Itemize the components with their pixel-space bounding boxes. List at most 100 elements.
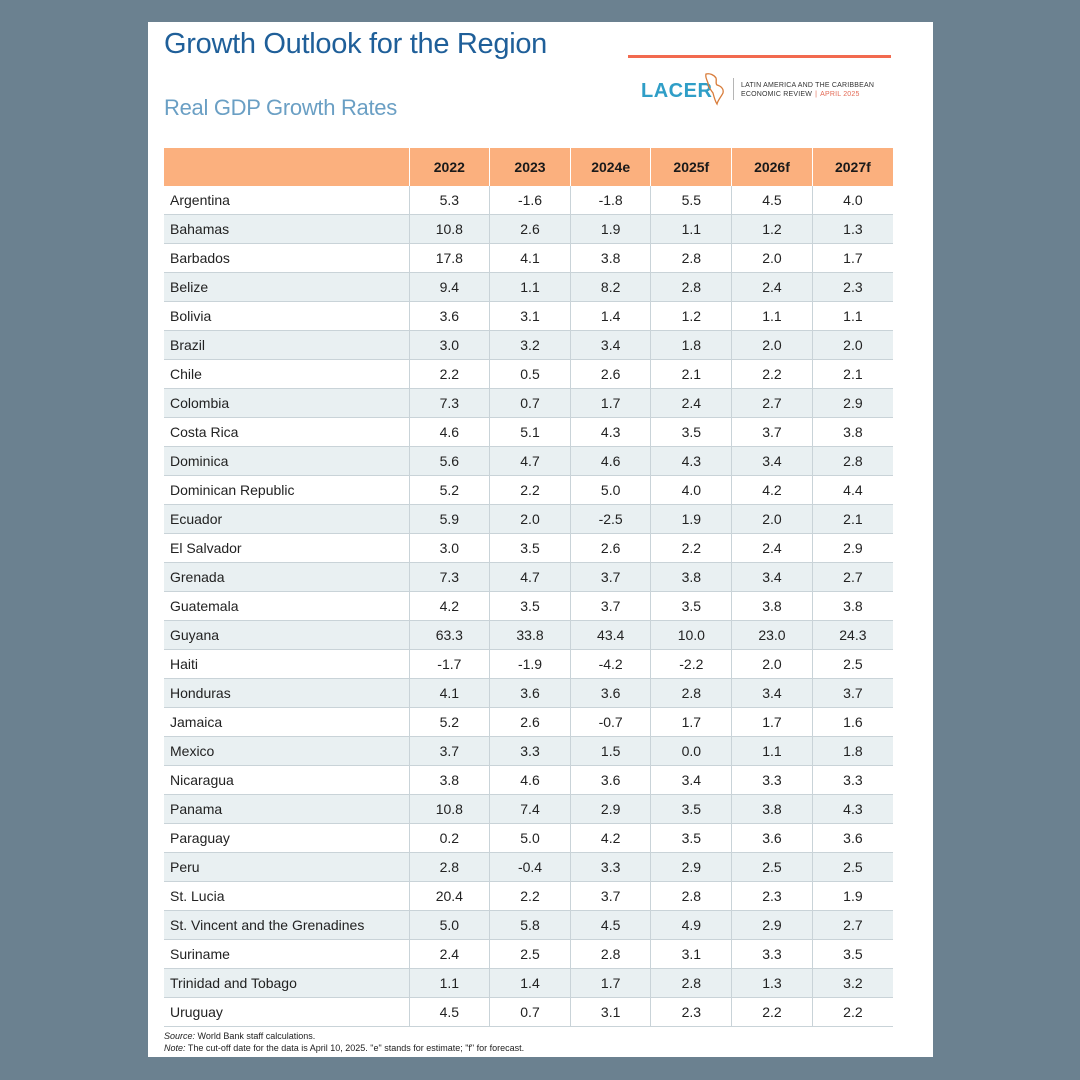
americas-map-icon — [705, 73, 724, 106]
growth-value-cell: 43.4 — [569, 620, 651, 650]
growth-value-cell: 4.3 — [569, 417, 651, 447]
country-cell: Honduras — [164, 678, 410, 708]
growth-value-cell: 2.2 — [489, 475, 571, 505]
growth-value-cell: 0.5 — [489, 359, 571, 389]
table-row: Grenada 7.3 4.7 3.7 3.8 3.4 2.7 — [164, 562, 893, 592]
growth-value-cell: 2.4 — [408, 939, 490, 969]
growth-value-cell: 10.8 — [408, 794, 490, 824]
growth-value-cell: 5.0 — [489, 823, 571, 853]
header-cell-2026f: 2026f — [731, 148, 813, 186]
growth-value-cell: 3.6 — [811, 823, 893, 853]
growth-value-cell: 7.4 — [489, 794, 571, 824]
growth-value-cell: 3.6 — [731, 823, 813, 853]
table-row: Paraguay 0.2 5.0 4.2 3.5 3.6 3.6 — [164, 823, 893, 853]
growth-value-cell: 1.8 — [650, 330, 732, 360]
growth-value-cell: 4.2 — [569, 823, 651, 853]
logo-wordmark: LACER — [641, 80, 713, 102]
growth-value-cell: 3.4 — [650, 765, 732, 795]
header-cell-2024e: 2024e — [569, 148, 651, 186]
growth-value-cell: 4.0 — [650, 475, 732, 505]
footnote-note-text: The cut-off date for the data is April 1… — [185, 1043, 525, 1053]
header-cell-2023: 2023 — [489, 148, 571, 186]
table-row: Honduras 4.1 3.6 3.6 2.8 3.4 3.7 — [164, 678, 893, 708]
growth-value-cell: 23.0 — [731, 620, 813, 650]
table-row: Barbados 17.8 4.1 3.8 2.8 2.0 1.7 — [164, 243, 893, 273]
growth-value-cell: 10.0 — [650, 620, 732, 650]
growth-value-cell: 1.4 — [569, 301, 651, 331]
growth-value-cell: 3.7 — [569, 881, 651, 911]
growth-value-cell: 2.5 — [489, 939, 571, 969]
country-cell: El Salvador — [164, 533, 410, 563]
growth-value-cell: 2.3 — [731, 881, 813, 911]
country-cell: Ecuador — [164, 504, 410, 534]
growth-value-cell: 2.6 — [569, 359, 651, 389]
growth-value-cell: 63.3 — [408, 620, 490, 650]
country-cell: Argentina — [164, 186, 410, 215]
growth-value-cell: 3.1 — [650, 939, 732, 969]
growth-value-cell: 2.5 — [811, 649, 893, 679]
growth-value-cell: 2.9 — [731, 910, 813, 940]
growth-value-cell: 3.8 — [811, 417, 893, 447]
footnote-note: Note: The cut-off date for the data is A… — [164, 1042, 524, 1054]
growth-value-cell: 0.0 — [650, 736, 732, 766]
table-row: Bolivia 3.6 3.1 1.4 1.2 1.1 1.1 — [164, 301, 893, 331]
table-subtitle: Real GDP Growth Rates — [164, 95, 397, 120]
growth-value-cell: 1.1 — [650, 214, 732, 244]
growth-value-cell: 2.9 — [569, 794, 651, 824]
growth-value-cell: 1.7 — [569, 388, 651, 418]
growth-value-cell: 3.5 — [650, 591, 732, 621]
growth-value-cell: 3.3 — [569, 852, 651, 882]
growth-value-cell: 2.9 — [811, 533, 893, 563]
table-row: Dominican Republic 5.2 2.2 5.0 4.0 4.2 4.4 — [164, 475, 893, 505]
growth-value-cell: 2.8 — [650, 881, 732, 911]
growth-value-cell: 3.4 — [731, 562, 813, 592]
table-row: Dominica 5.6 4.7 4.6 4.3 3.4 2.8 — [164, 446, 893, 476]
growth-value-cell: 3.4 — [731, 446, 813, 476]
growth-value-cell: 3.0 — [408, 330, 490, 360]
footnote-source-label: Source: — [164, 1031, 196, 1041]
table-row: Colombia 7.3 0.7 1.7 2.4 2.7 2.9 — [164, 388, 893, 418]
growth-value-cell: -0.7 — [569, 707, 651, 737]
header-cell-country — [164, 148, 410, 186]
table-row: Panama 10.8 7.4 2.9 3.5 3.8 4.3 — [164, 794, 893, 824]
growth-value-cell: 1.4 — [489, 968, 571, 998]
growth-value-cell: 3.5 — [489, 533, 571, 563]
growth-value-cell: 2.8 — [650, 243, 732, 273]
growth-value-cell: 1.7 — [731, 707, 813, 737]
growth-value-cell: -0.4 — [489, 852, 571, 882]
growth-value-cell: 8.2 — [569, 272, 651, 302]
table-row: Chile 2.2 0.5 2.6 2.1 2.2 2.1 — [164, 359, 893, 389]
table-row: Uruguay 4.5 0.7 3.1 2.3 2.2 2.2 — [164, 997, 893, 1027]
table-row: Jamaica 5.2 2.6 -0.7 1.7 1.7 1.6 — [164, 707, 893, 737]
growth-value-cell: 3.8 — [650, 562, 732, 592]
growth-value-cell: 2.4 — [731, 272, 813, 302]
growth-value-cell: 2.3 — [650, 997, 732, 1027]
growth-value-cell: 2.8 — [811, 446, 893, 476]
growth-value-cell: 2.6 — [569, 533, 651, 563]
growth-value-cell: 2.8 — [408, 852, 490, 882]
growth-value-cell: 2.7 — [731, 388, 813, 418]
growth-value-cell: 2.1 — [650, 359, 732, 389]
country-cell: Uruguay — [164, 997, 410, 1027]
growth-value-cell: 1.1 — [731, 736, 813, 766]
growth-value-cell: 2.8 — [650, 678, 732, 708]
growth-value-cell: 1.7 — [569, 968, 651, 998]
country-cell: Haiti — [164, 649, 410, 679]
table-row: Costa Rica 4.6 5.1 4.3 3.5 3.7 3.8 — [164, 417, 893, 447]
growth-value-cell: 3.8 — [569, 243, 651, 273]
report-page: Growth Outlook for the Region LACER LATI… — [148, 22, 933, 1057]
growth-value-cell: 5.0 — [408, 910, 490, 940]
growth-value-cell: 4.1 — [489, 243, 571, 273]
growth-value-cell: 4.5 — [731, 186, 813, 215]
growth-value-cell: 1.5 — [569, 736, 651, 766]
growth-value-cell: 4.4 — [811, 475, 893, 505]
growth-value-cell: 4.7 — [489, 562, 571, 592]
growth-value-cell: 2.2 — [489, 881, 571, 911]
footnote-note-label: Note: — [164, 1043, 186, 1053]
table-row: St. Lucia 20.4 2.2 3.7 2.8 2.3 1.9 — [164, 881, 893, 911]
growth-value-cell: 1.6 — [811, 707, 893, 737]
growth-value-cell: 4.3 — [650, 446, 732, 476]
footnote: Source: World Bank staff calculations. N… — [164, 1030, 524, 1054]
growth-value-cell: 1.1 — [731, 301, 813, 331]
lacer-logo: LACER LATIN AMERICA AND THE CARIBBEAN EC… — [638, 70, 898, 106]
